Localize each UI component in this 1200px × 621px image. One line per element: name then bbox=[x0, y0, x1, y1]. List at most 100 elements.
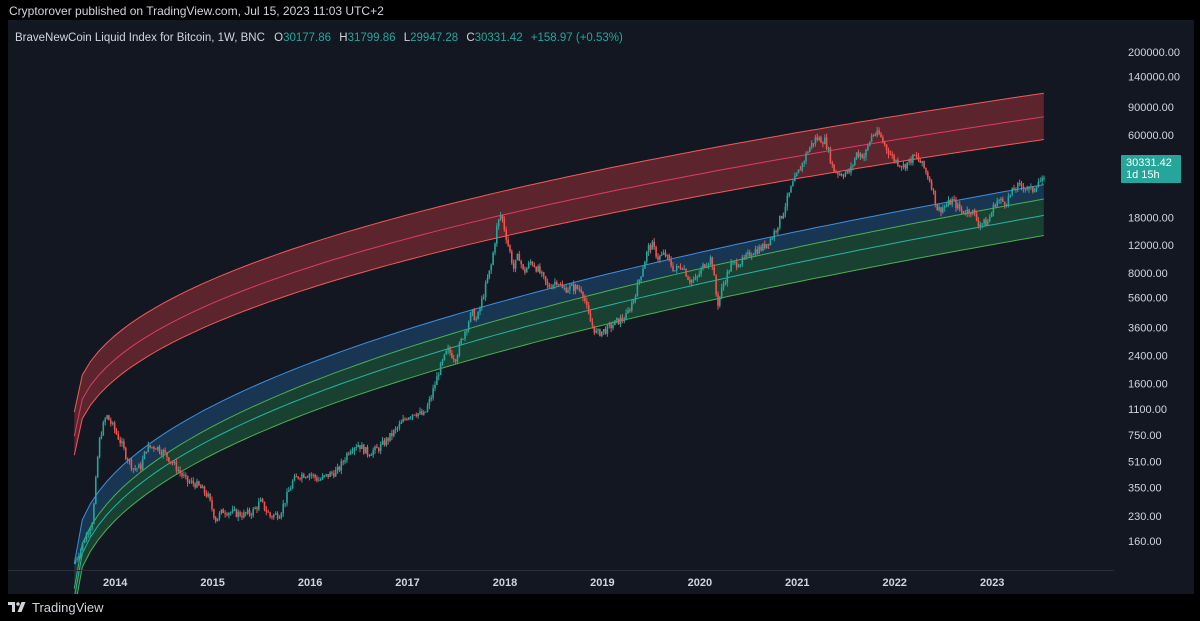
candle bbox=[981, 222, 983, 229]
candle bbox=[882, 135, 884, 144]
candle bbox=[870, 133, 873, 143]
candle-body bbox=[758, 246, 760, 254]
candle-body bbox=[413, 414, 416, 416]
candle-body bbox=[460, 339, 462, 344]
candle-body bbox=[556, 282, 558, 285]
candle bbox=[248, 507, 251, 517]
candle-body bbox=[132, 468, 135, 470]
candle-body bbox=[591, 321, 594, 326]
candle-body bbox=[675, 266, 678, 271]
candle-body bbox=[1000, 198, 1002, 201]
candle-body bbox=[499, 215, 502, 220]
candle-body bbox=[719, 296, 721, 306]
candle bbox=[449, 345, 451, 356]
candle bbox=[739, 263, 742, 268]
candle-body bbox=[822, 142, 824, 144]
chart-svg[interactable]: 2014 2015 2016 2017 2018 2019 2020 2021 2022 2023… bbox=[8, 20, 1194, 594]
candle-body bbox=[827, 148, 830, 150]
candle-body bbox=[325, 474, 328, 476]
candle bbox=[1002, 196, 1004, 203]
candle-body bbox=[807, 152, 809, 154]
legend-close-label: C bbox=[466, 32, 475, 44]
candle-body bbox=[379, 444, 382, 452]
candle-body bbox=[76, 558, 78, 561]
candle-body bbox=[649, 245, 652, 250]
candle bbox=[194, 482, 196, 490]
candle bbox=[499, 211, 502, 221]
candle bbox=[1039, 177, 1042, 183]
candle bbox=[765, 243, 768, 249]
candle bbox=[544, 275, 547, 286]
candle-body bbox=[672, 265, 674, 271]
candle-body bbox=[241, 515, 243, 518]
candle-body bbox=[1017, 183, 1019, 189]
candle-body bbox=[288, 490, 290, 492]
candle-body bbox=[687, 276, 689, 280]
candle bbox=[928, 176, 931, 183]
candle-body bbox=[276, 513, 279, 519]
candle-body bbox=[1009, 194, 1012, 197]
legend-low: 29947.28 bbox=[410, 32, 459, 44]
candle bbox=[812, 143, 815, 148]
candle-body bbox=[741, 257, 744, 265]
candle-body bbox=[973, 209, 976, 214]
candle bbox=[490, 263, 492, 274]
candle bbox=[897, 157, 899, 167]
candle-body bbox=[646, 251, 648, 262]
candle bbox=[906, 162, 908, 171]
candle bbox=[394, 426, 397, 434]
candle bbox=[136, 467, 138, 473]
candle-body bbox=[912, 154, 914, 163]
candle-body bbox=[824, 137, 826, 144]
candle bbox=[601, 331, 603, 338]
candle-body bbox=[231, 509, 234, 513]
candle bbox=[685, 268, 687, 277]
candle bbox=[878, 127, 880, 136]
candle-body bbox=[198, 481, 200, 486]
candle-body bbox=[771, 238, 774, 240]
candle-body bbox=[698, 274, 700, 277]
candle-body bbox=[482, 297, 485, 299]
candle bbox=[968, 208, 970, 217]
candle bbox=[357, 441, 359, 448]
candle-body bbox=[156, 446, 159, 450]
candle-body bbox=[696, 276, 699, 278]
candle-body bbox=[299, 478, 301, 480]
candle-body bbox=[544, 276, 547, 282]
chart-area[interactable]: 2014 2015 2016 2017 2018 2019 2020 2021 2022 2023… bbox=[8, 20, 1194, 594]
legend-open-label: O bbox=[274, 32, 284, 44]
candle bbox=[938, 203, 940, 212]
candle-body bbox=[732, 261, 734, 263]
candle-body bbox=[449, 347, 451, 353]
candle-body bbox=[833, 164, 835, 172]
candle bbox=[428, 396, 431, 410]
candle-body bbox=[1007, 196, 1010, 205]
candle bbox=[732, 260, 734, 266]
candle-body bbox=[267, 511, 269, 513]
candle-body bbox=[214, 517, 217, 522]
candle-body bbox=[228, 513, 230, 516]
candle-body bbox=[769, 238, 772, 245]
publish-line: Cryptorover published on TradingView.com… bbox=[9, 4, 384, 18]
candle bbox=[100, 431, 103, 440]
candle-body bbox=[825, 137, 828, 149]
candle bbox=[987, 218, 989, 226]
candle-body bbox=[327, 474, 329, 477]
candle-body bbox=[171, 461, 174, 464]
candle bbox=[589, 309, 592, 322]
candle-body bbox=[561, 284, 564, 288]
candle bbox=[126, 457, 129, 464]
candle bbox=[274, 511, 277, 515]
candle bbox=[779, 215, 781, 230]
candle-body bbox=[960, 208, 963, 212]
candle-body bbox=[456, 355, 459, 362]
candle-body bbox=[481, 298, 483, 308]
candle-body bbox=[512, 263, 515, 269]
candle-body bbox=[670, 259, 672, 266]
candle bbox=[385, 436, 388, 447]
candle bbox=[387, 437, 389, 445]
candle bbox=[867, 143, 869, 152]
footer[interactable]: TradingView bbox=[8, 596, 104, 618]
candle bbox=[992, 202, 995, 217]
candle-body bbox=[312, 474, 314, 476]
